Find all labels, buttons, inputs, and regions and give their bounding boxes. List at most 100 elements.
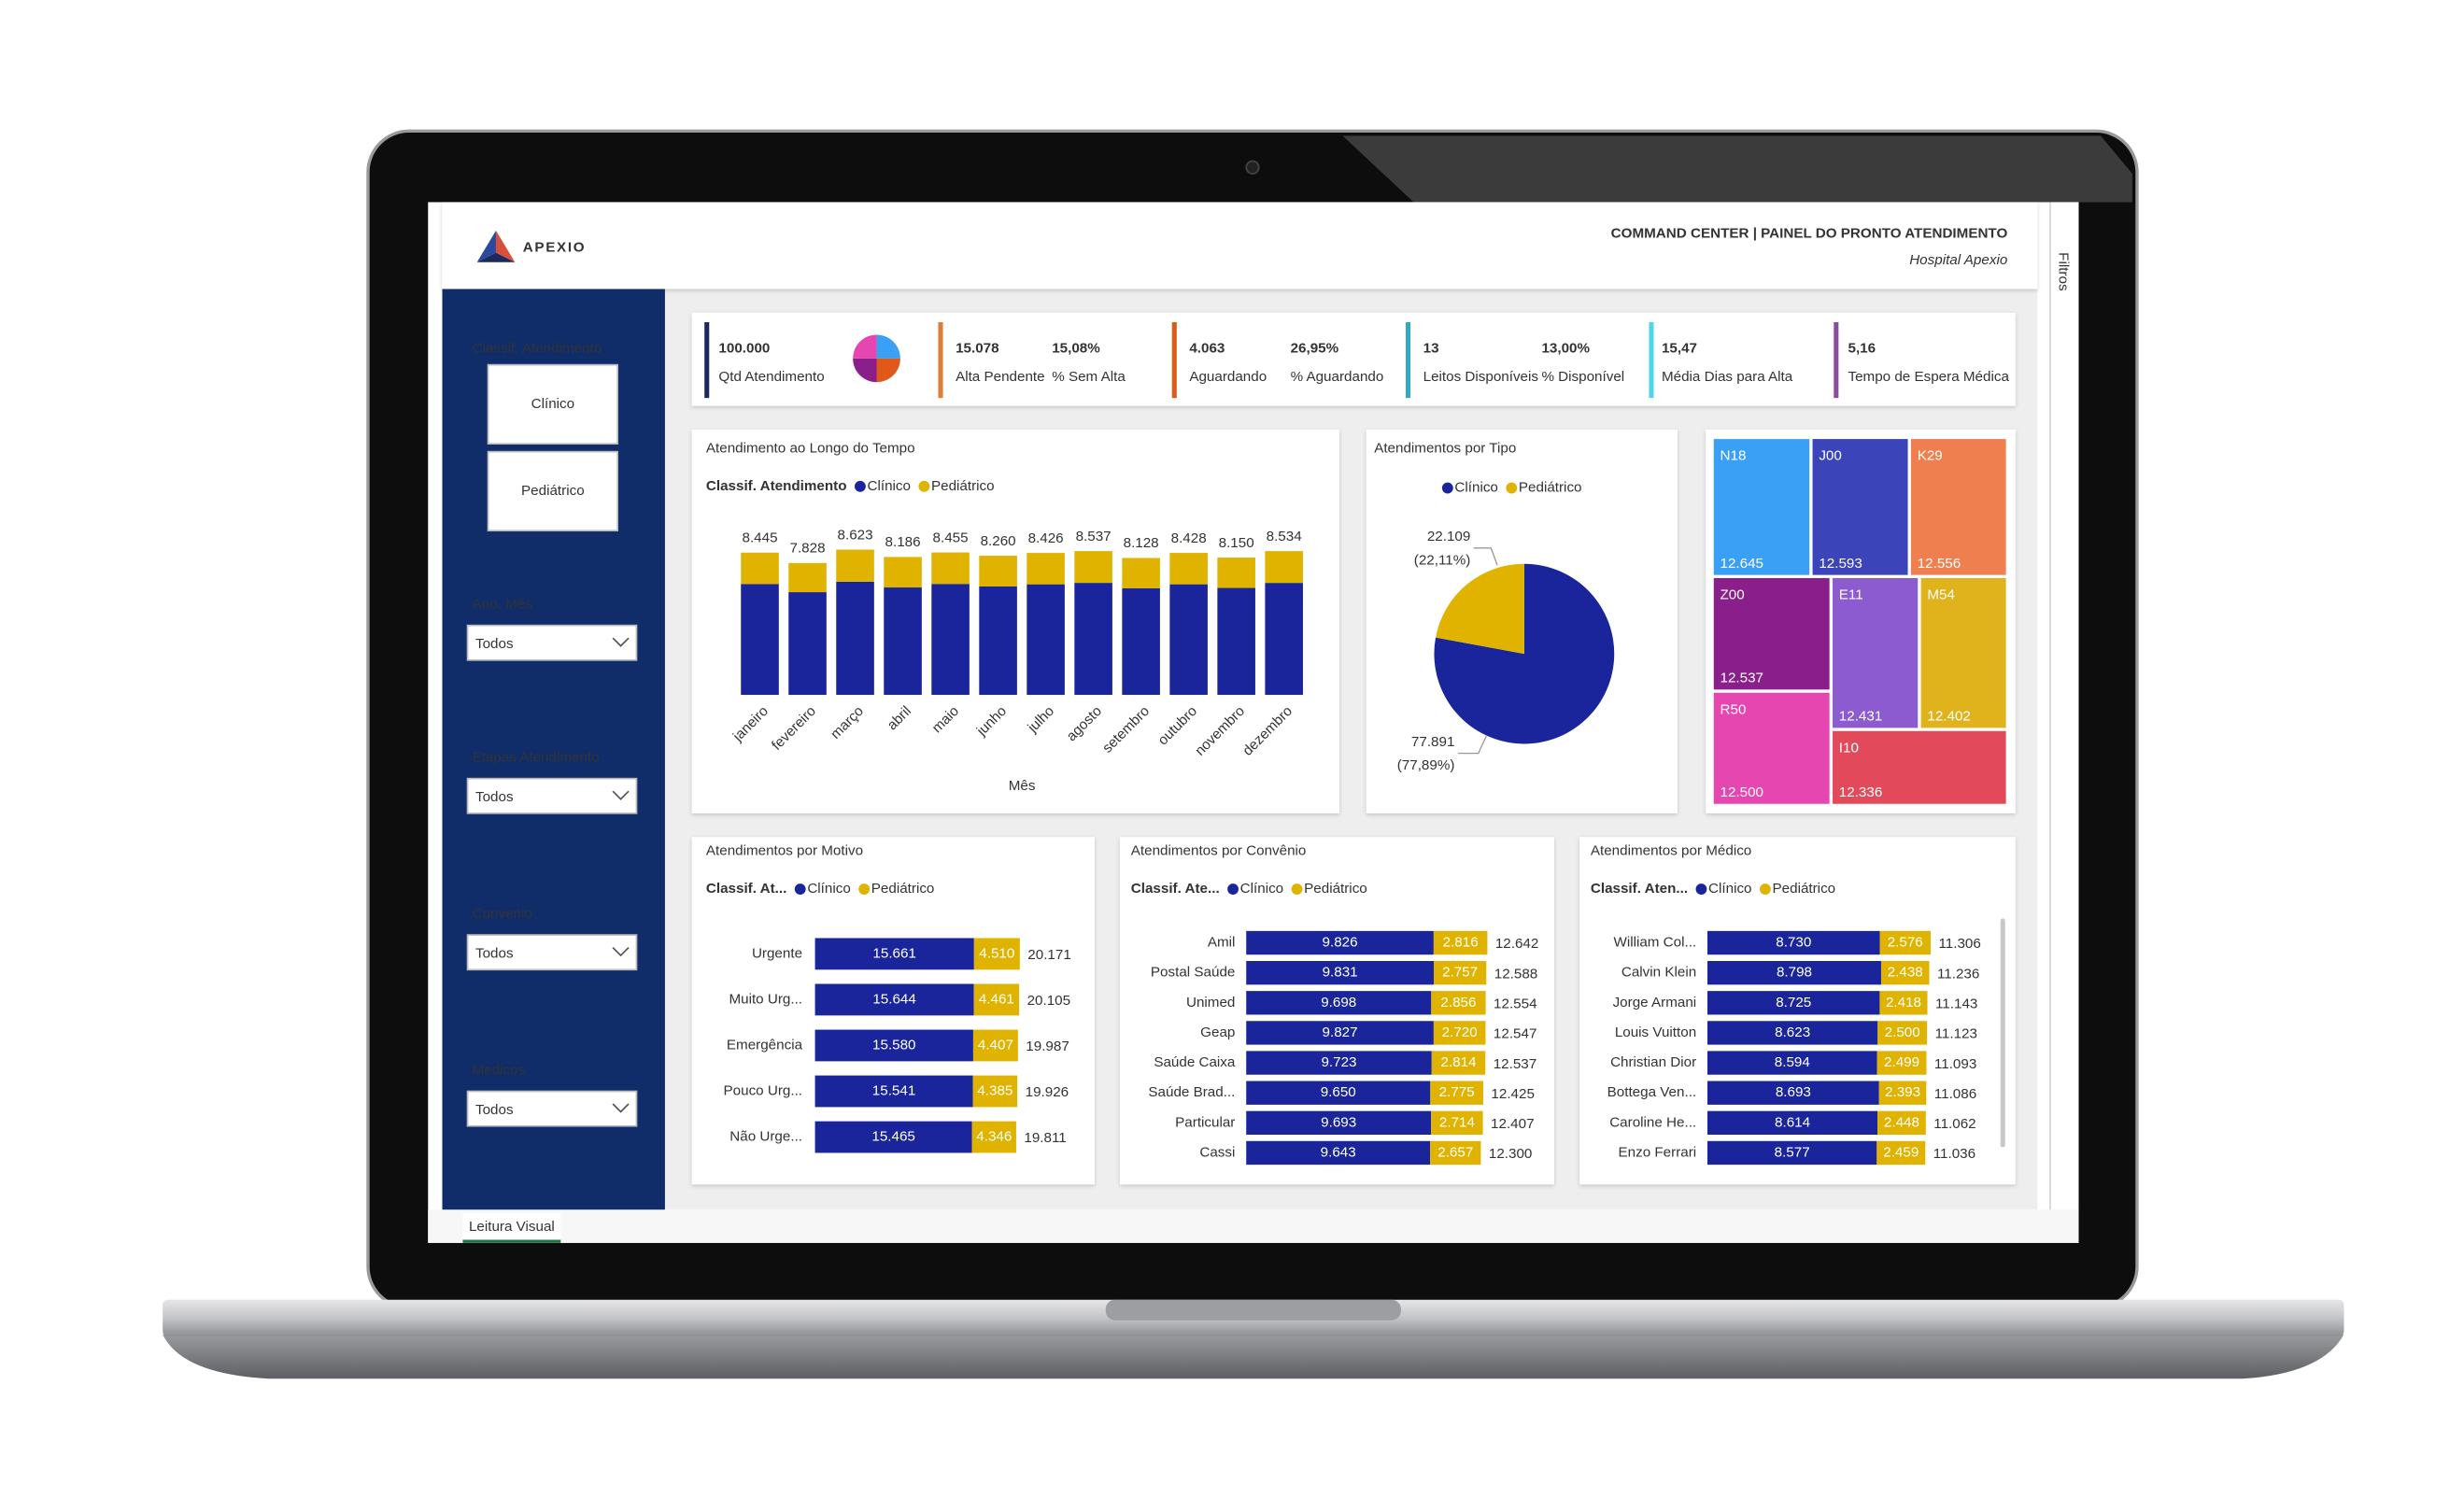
treemap-tile [1833,578,1919,728]
dropdown-value[interactable]: Todos [475,636,514,652]
report-header [442,202,2038,290]
value-label: 15.541 [872,1083,916,1099]
y-tick-label: Particular [1175,1114,1235,1130]
total-label: 11.093 [1934,1056,1976,1072]
kpi-value: 26,95% [1291,341,1339,357]
bar-segment [1431,1110,1483,1136]
chart-title: Atendimentos por Motivo [706,842,863,858]
y-tick-label: Urgente [752,945,802,961]
bezel-gloss [1342,135,2132,203]
value-label: 2.657 [1437,1144,1473,1160]
value-label: 2.576 [1888,935,1923,951]
bar-segment [1433,960,1487,985]
value-label: 2.714 [1439,1114,1476,1130]
slicer-button[interactable] [487,363,619,445]
bar-segment [1246,1021,1434,1045]
kpi-accent [938,321,943,399]
total-label: 7.828 [790,541,826,557]
total-label: 8.623 [838,527,873,543]
dropdown-chevron[interactable] [612,947,630,957]
kpi-accent [1649,321,1654,399]
camera [1245,160,1260,175]
total-label: 8.128 [1124,535,1159,551]
dropdown-chevron[interactable] [612,1103,630,1113]
bar-segment [972,1029,1018,1062]
legend-label: Clínico [1240,881,1283,897]
slicer-button[interactable] [487,450,619,532]
bar-segment [1431,1051,1486,1075]
tile-name: Z00 [1721,587,1745,603]
legend-title: Classif. Aten... [1591,881,1688,897]
dropdown-chevron[interactable] [612,637,630,647]
bar-segment [1217,558,1255,588]
value-label: 8.594 [1775,1054,1811,1070]
filters-pane[interactable] [2051,202,2079,1210]
bar-segment [1706,1140,1877,1166]
dropdown[interactable] [466,777,638,814]
slicer-option[interactable]: Clínico [531,396,574,412]
kpi-label: Alta Pendente [956,369,1045,385]
kpi-label: Leitos Disponíveis [1423,369,1539,385]
slice-percent: (22,11%) [1414,552,1471,568]
y-tick-label: Saúde Caixa [1154,1054,1236,1070]
kpi-label: % Aguardando [1291,369,1384,385]
legend-marker [1695,883,1707,895]
bar-segment [1246,930,1434,955]
value-label: 4.346 [976,1129,1012,1145]
value-label: 9.827 [1323,1024,1358,1040]
bar-segment [1169,553,1208,585]
total-label: 12.300 [1489,1146,1533,1162]
kpi-value: 13,00% [1541,341,1590,357]
bar-segment [1122,587,1160,696]
bar-segment [1433,1021,1486,1045]
dropdown-value[interactable]: Todos [475,945,514,961]
dropdown[interactable] [466,934,638,971]
dropdown-label: Convenio [473,906,532,922]
bar-segment [1430,1140,1481,1166]
kpi-icon [853,334,877,359]
dropdown[interactable] [466,624,638,661]
value-label: 2.720 [1442,1024,1478,1040]
slicer-option[interactable]: Pediátrico [521,483,585,499]
dropdown-value[interactable]: Todos [475,1102,514,1118]
bar-segment [931,552,970,585]
value-label: 2.499 [1884,1054,1919,1070]
legend-title: Classif. At... [706,881,786,897]
total-label: 12.537 [1494,1056,1537,1072]
page-tab[interactable] [462,1212,561,1243]
bar-segment [836,581,874,696]
y-tick-label: Amil [1208,935,1236,951]
tile-name: K29 [1918,448,1943,464]
legend-label: Pediátrico [1773,881,1836,897]
slicer-label: Classif. Atendimento [473,341,602,357]
legend-label: Clínico [1708,881,1751,897]
value-label: 2.816 [1443,935,1479,951]
tab-label[interactable]: Leitura Visual [469,1219,555,1235]
y-tick-label: Postal Saúde [1151,965,1235,981]
value-label: 2.459 [1883,1144,1919,1160]
total-label: 11.123 [1935,1026,1977,1042]
bar-segment [788,562,827,593]
legend-label: Pediátrico [1304,881,1367,897]
bar-segment [814,1029,973,1062]
legend-marker [1759,883,1771,895]
kpi-label: Qtd Atendimento [718,369,824,385]
tile-value: 12.593 [1819,556,1862,572]
value-label: 2.393 [1885,1084,1920,1100]
dropdown-chevron[interactable] [612,790,630,800]
y-tick-label: Louis Vuitton [1615,1024,1696,1040]
pie-slice [1436,563,1524,655]
laptop-base-bottom [163,1334,2344,1379]
total-label: 8.260 [981,533,1016,549]
value-label: 8.693 [1776,1084,1811,1100]
filters-pane-label[interactable]: Filtros [2055,252,2071,291]
value-label: 8.730 [1776,935,1811,951]
bar-segment [1265,551,1303,584]
dropdown[interactable] [466,1090,638,1127]
tile-name: I10 [1839,740,1859,756]
total-label: 8.534 [1267,529,1303,544]
total-label: 11.143 [1935,996,1977,1012]
legend-marker [918,480,930,492]
treemap-tile [1713,439,1810,575]
dropdown-value[interactable]: Todos [475,789,514,805]
